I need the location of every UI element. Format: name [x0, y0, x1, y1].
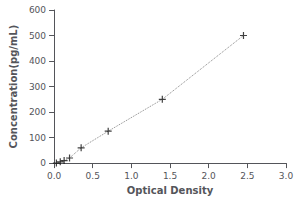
svg-text:Optical Density: Optical Density — [127, 185, 214, 196]
svg-text:1.5: 1.5 — [163, 171, 177, 181]
svg-text:Concentration(pg/mL): Concentration(pg/mL) — [8, 25, 19, 149]
svg-text:300: 300 — [29, 82, 46, 92]
svg-text:400: 400 — [29, 56, 46, 66]
svg-text:0.5: 0.5 — [86, 171, 100, 181]
svg-text:2.0: 2.0 — [202, 171, 217, 181]
svg-text:0: 0 — [40, 158, 46, 168]
svg-text:1.0: 1.0 — [124, 171, 139, 181]
svg-text:600: 600 — [29, 5, 46, 15]
svg-text:500: 500 — [29, 31, 46, 41]
svg-text:100: 100 — [29, 133, 46, 143]
svg-text:3.0: 3.0 — [279, 171, 294, 181]
svg-text:2.5: 2.5 — [240, 171, 254, 181]
svg-text:200: 200 — [29, 107, 46, 117]
svg-text:0.0: 0.0 — [47, 171, 62, 181]
